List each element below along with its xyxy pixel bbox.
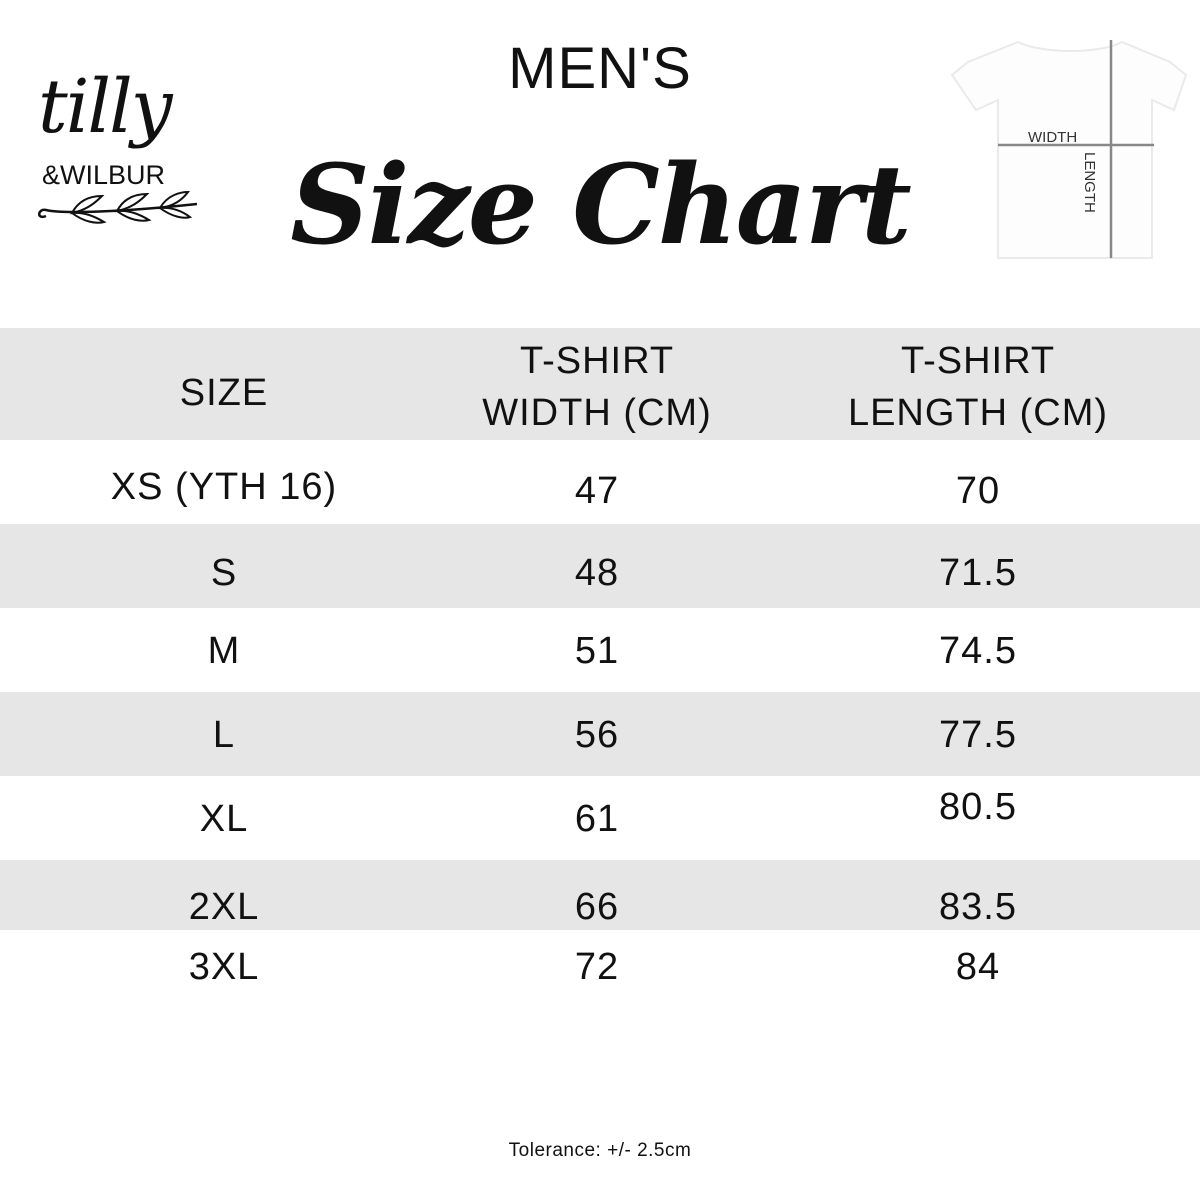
- cell-length: 71.5: [939, 552, 1017, 594]
- table-row: L 56 77.5: [0, 692, 1200, 776]
- header-size: SIZE: [179, 372, 269, 414]
- table-row: 2XL 66 83.5: [0, 860, 1200, 930]
- header-length-line1: T-SHIRT: [900, 340, 1056, 382]
- page-title: Size Chart: [290, 140, 912, 269]
- cell-width: 48: [574, 552, 620, 594]
- cell-size: L: [212, 714, 236, 756]
- table-row: S 48 71.5: [0, 524, 1200, 608]
- cell-size: M: [207, 630, 241, 672]
- tolerance-note: Tolerance: +/- 2.5cm: [508, 1140, 692, 1161]
- header-width-line2: WIDTH (CM): [482, 392, 712, 434]
- width-label: WIDTH: [1028, 129, 1077, 146]
- cell-width: 47: [574, 470, 620, 512]
- size-table: SIZE T-SHIRT WIDTH (CM) T-SHIRT LENGTH (…: [0, 328, 1200, 1012]
- table-row: M 51 74.5: [0, 608, 1200, 692]
- cell-size: XS (YTH 16): [110, 466, 338, 508]
- leaf-branch-icon: [38, 190, 198, 224]
- cell-length: 77.5: [939, 714, 1017, 756]
- cell-size: S: [210, 552, 238, 594]
- brand-logo: tilly &WILBUR: [28, 62, 208, 237]
- table-header: SIZE T-SHIRT WIDTH (CM) T-SHIRT LENGTH (…: [0, 328, 1200, 440]
- logo-subtext: &WILBUR: [42, 160, 166, 190]
- cell-width: 61: [574, 798, 620, 840]
- table-row: XS (YTH 16) 47 70: [0, 440, 1200, 524]
- length-label: LENGTH: [1081, 152, 1098, 213]
- cell-length: 84: [955, 946, 1001, 988]
- cell-length: 80.5: [939, 786, 1017, 828]
- table-row: XL 61 80.5: [0, 776, 1200, 860]
- cell-size: 3XL: [188, 946, 260, 988]
- table-row: 3XL 72 84: [0, 930, 1200, 1012]
- cell-width: 51: [574, 630, 620, 672]
- cell-width: 72: [574, 946, 620, 988]
- page-subtitle: MEN'S: [508, 36, 692, 101]
- cell-size: 2XL: [188, 886, 260, 928]
- logo-script: tilly: [38, 64, 173, 150]
- cell-width: 66: [574, 886, 620, 928]
- header-length-line2: LENGTH (CM): [847, 392, 1109, 434]
- cell-width: 56: [574, 714, 620, 756]
- header-width-line1: T-SHIRT: [519, 340, 675, 382]
- cell-size: XL: [199, 798, 249, 840]
- cell-length: 74.5: [939, 630, 1017, 672]
- cell-length: 70: [955, 470, 1001, 512]
- cell-length: 83.5: [939, 886, 1017, 928]
- tshirt-diagram: WIDTH LENGTH: [950, 40, 1200, 265]
